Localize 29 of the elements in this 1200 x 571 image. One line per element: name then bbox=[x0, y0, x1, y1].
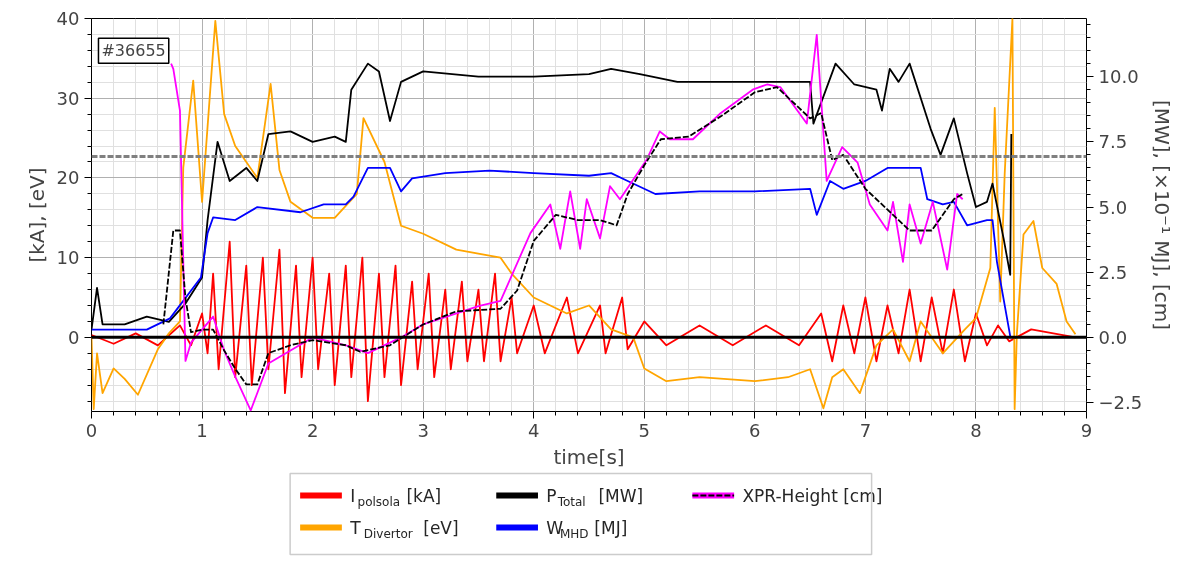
line-series bbox=[170, 34, 964, 412]
y-axis-title: [kA], [eV] bbox=[24, 167, 49, 263]
x-tick-label: 3 bbox=[417, 419, 429, 441]
y2-tick-label: 5.0 bbox=[1098, 196, 1128, 218]
x-tick-label: 2 bbox=[306, 419, 319, 441]
annotation: #36655 bbox=[101, 41, 166, 61]
y-tick-label: 30 bbox=[56, 87, 80, 109]
x-tick-label: 4 bbox=[528, 419, 540, 441]
y2-tick-label: 2.5 bbox=[1098, 261, 1128, 283]
y2-tick-label: 10.0 bbox=[1098, 66, 1139, 88]
y2-tick-label: 0.0 bbox=[1098, 326, 1128, 348]
y-tick-label: 0 bbox=[68, 326, 80, 348]
x-tick-label: 0 bbox=[85, 419, 98, 441]
y2-tick-label: −2.5 bbox=[1098, 392, 1143, 414]
y2-tick-label: 7.5 bbox=[1098, 131, 1128, 153]
y-tick-label: 20 bbox=[56, 167, 80, 189]
x-tick-label: 7 bbox=[859, 419, 872, 441]
x-tick-label: 6 bbox=[749, 419, 761, 441]
line-series bbox=[91, 18, 1077, 411]
x-axis-title: time[s] bbox=[553, 444, 625, 469]
line-series bbox=[91, 167, 1012, 338]
x-tick-label: 8 bbox=[970, 419, 982, 441]
legend-label: XPR-Height [cm] bbox=[742, 485, 883, 506]
y2-axis-title: [MW], [×10⁻¹ MJ], [cm] bbox=[1150, 99, 1175, 331]
y-tick-label: 10 bbox=[56, 247, 80, 269]
x-tick-label: 9 bbox=[1080, 419, 1093, 441]
x-tick-label: 1 bbox=[196, 419, 208, 441]
y-tick-label: 40 bbox=[56, 8, 80, 29]
x-tick-label: 5 bbox=[638, 419, 650, 441]
